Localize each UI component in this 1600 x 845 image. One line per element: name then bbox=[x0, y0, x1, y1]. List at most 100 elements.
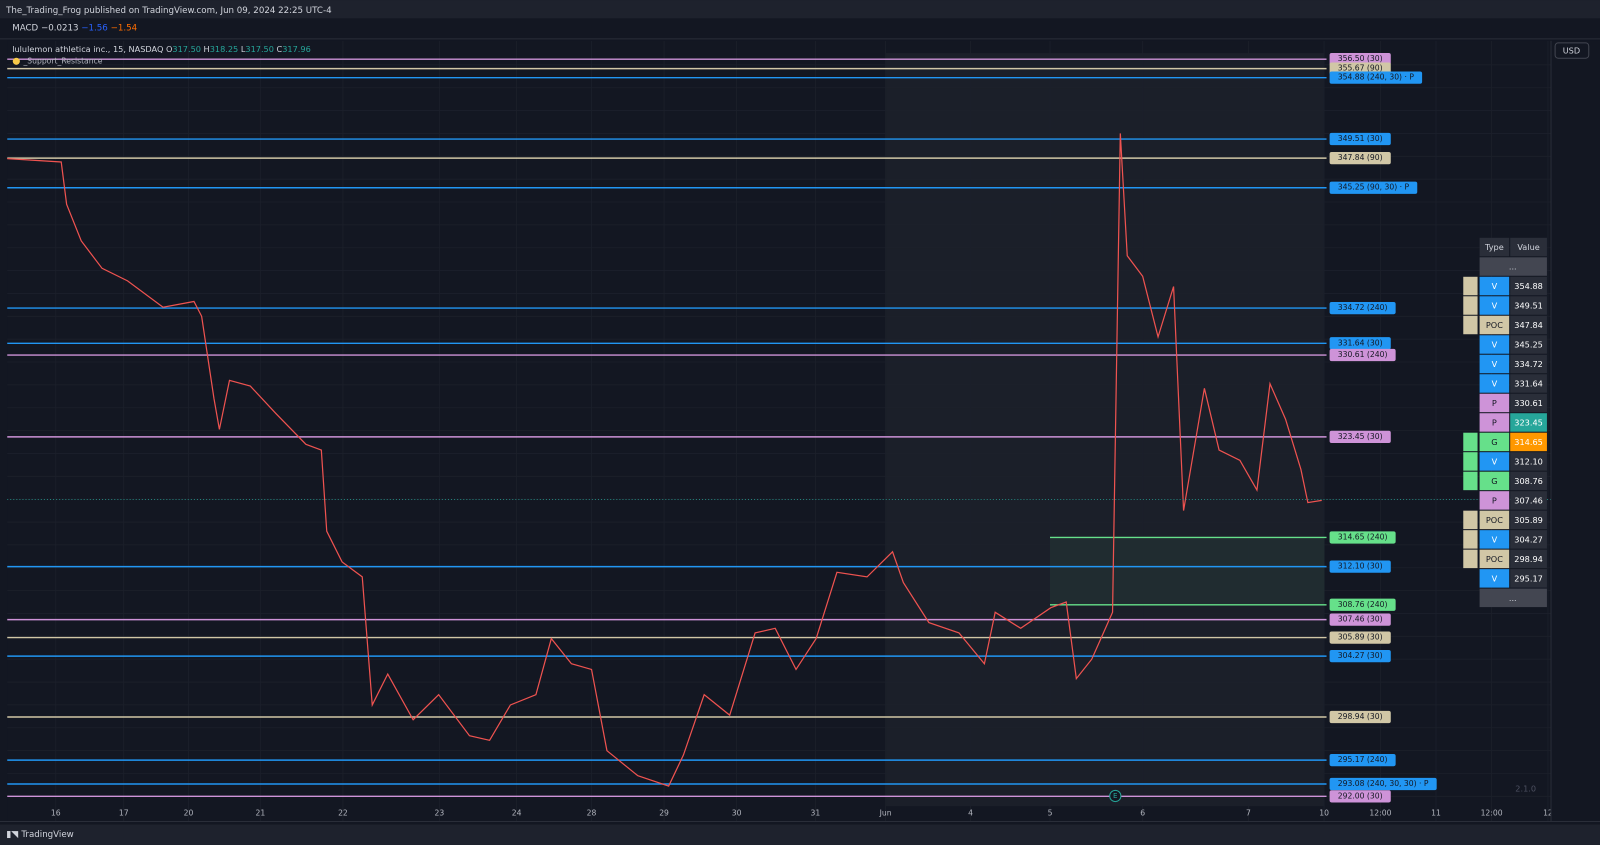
x-tick-label: 4 bbox=[968, 808, 973, 817]
table-ellipsis: ... bbox=[1509, 593, 1517, 603]
plot bbox=[7, 40, 1552, 822]
level-label: 314.65 (240) bbox=[1338, 532, 1388, 541]
table-value-cell bbox=[1510, 491, 1547, 510]
level-label-box bbox=[1329, 301, 1396, 315]
table-type-cell bbox=[1479, 374, 1510, 393]
x-tick-label: 12:00 bbox=[1481, 808, 1503, 817]
table-value: 349.51 bbox=[1514, 301, 1543, 311]
table-type: V bbox=[1492, 281, 1498, 291]
table-ellipsis: ... bbox=[1509, 262, 1517, 272]
ohlc-l-label: L bbox=[241, 44, 246, 54]
x-tick-label: 11 bbox=[1431, 808, 1441, 817]
table-value: 323.45 bbox=[1514, 417, 1543, 427]
table-value-cell bbox=[1510, 432, 1547, 452]
table-type-cell bbox=[1479, 393, 1510, 413]
table-type: P bbox=[1492, 495, 1497, 505]
level-label: 356.50 (30) bbox=[1338, 54, 1383, 63]
table-type-cell bbox=[1479, 510, 1510, 530]
table-value-cell bbox=[1510, 335, 1547, 354]
currency-button[interactable] bbox=[1554, 42, 1590, 59]
x-tick-label: 6 bbox=[1140, 808, 1145, 817]
level-label-box bbox=[1329, 53, 1391, 66]
table-value: 331.64 bbox=[1514, 378, 1543, 388]
x-tick-label: 31 bbox=[810, 808, 820, 817]
footer-logo: ▮◥ bbox=[6, 829, 19, 840]
table-type-cell bbox=[1479, 432, 1510, 452]
level-label: 330.61 (240) bbox=[1338, 350, 1388, 359]
table-type-cell bbox=[1479, 296, 1510, 315]
level-label: 295.17 (240) bbox=[1338, 755, 1388, 764]
table-value-cell bbox=[1510, 315, 1547, 335]
table-value: 308.76 bbox=[1514, 476, 1543, 486]
footer-brand: TradingView bbox=[20, 830, 73, 840]
table-type-cell bbox=[1479, 315, 1510, 335]
ohlc-c-label: C bbox=[277, 44, 283, 54]
level-label-box bbox=[1329, 181, 1418, 194]
level-label: 298.94 (30) bbox=[1338, 712, 1383, 721]
table-type: V bbox=[1492, 534, 1498, 544]
table-value-cell bbox=[1510, 296, 1547, 315]
overlay: 292.00294.00296.00298.00300.00302.00304.… bbox=[51, 53, 1587, 817]
table-type: V bbox=[1492, 359, 1498, 369]
level-label-box bbox=[1329, 560, 1391, 573]
level-label-box bbox=[1329, 777, 1437, 791]
table-swatch bbox=[1463, 432, 1478, 452]
table-type: V bbox=[1492, 378, 1498, 388]
table-value-cell bbox=[1510, 530, 1547, 549]
table-type: V bbox=[1492, 340, 1498, 350]
ohlc-o-label: O bbox=[166, 44, 172, 54]
header-bar bbox=[0, 0, 1600, 19]
table-value-cell bbox=[1510, 276, 1547, 296]
table-type: G bbox=[1491, 476, 1497, 486]
table-value-cell bbox=[1510, 569, 1547, 588]
x-tick-label: 21 bbox=[255, 808, 265, 817]
level-label: 354.88 (240, 30) · P bbox=[1338, 73, 1415, 82]
price-line bbox=[7, 133, 1322, 787]
table-value-cell bbox=[1510, 393, 1547, 413]
table-value-cell bbox=[1510, 510, 1547, 530]
level-label-box bbox=[1329, 649, 1391, 663]
table-value: 345.25 bbox=[1514, 340, 1543, 350]
publisher: The_Trading_Frog published on TradingVie… bbox=[5, 6, 332, 16]
indicator-icon bbox=[12, 57, 20, 65]
table-swatch bbox=[1463, 452, 1478, 471]
table-swatch bbox=[1463, 296, 1478, 315]
table-type: V bbox=[1492, 456, 1498, 466]
table-value: 330.61 bbox=[1514, 398, 1543, 408]
level-label: 355.67 (90) bbox=[1338, 64, 1383, 73]
indicator-name: _Support_Resistance bbox=[22, 56, 102, 65]
x-tick-label: 12 bbox=[1543, 808, 1553, 817]
table-type-cell bbox=[1479, 276, 1510, 296]
table-value: 307.46 bbox=[1514, 495, 1543, 505]
plot-area bbox=[7, 40, 1552, 822]
x-tick-label: Jun bbox=[879, 808, 892, 817]
macd-pane bbox=[0, 18, 1600, 39]
table-value: 304.27 bbox=[1514, 534, 1543, 544]
level-label: 349.51 (30) bbox=[1338, 134, 1383, 143]
table-type-cell bbox=[1479, 549, 1510, 569]
level-label: 334.72 (240) bbox=[1338, 303, 1388, 312]
macd-signal: −1.56 bbox=[81, 23, 108, 33]
level-label: 292.00 (30) bbox=[1338, 791, 1383, 800]
table-type-cell bbox=[1479, 354, 1510, 374]
earnings-label[interactable]: E bbox=[1113, 791, 1118, 800]
table-type-cell bbox=[1479, 569, 1510, 588]
table-type: POC bbox=[1486, 554, 1503, 564]
volume-profile-zone bbox=[886, 53, 1325, 806]
level-label-box bbox=[1329, 430, 1391, 444]
earnings-marker[interactable] bbox=[1109, 789, 1122, 803]
table-header-cell bbox=[1479, 237, 1510, 257]
table-value: 314.65 bbox=[1514, 437, 1543, 447]
ohlc-l: 317.50 bbox=[245, 44, 274, 54]
table-type: P bbox=[1492, 398, 1497, 408]
table-value: 305.89 bbox=[1514, 515, 1543, 525]
currency[interactable]: USD bbox=[1563, 46, 1580, 56]
symbol-legend: lululemon athletica inc., 15, NASDAQ O31… bbox=[12, 44, 311, 54]
footer-bar bbox=[0, 824, 1600, 845]
table-value: 312.10 bbox=[1514, 456, 1543, 466]
table-value-cell bbox=[1510, 413, 1547, 432]
ohlc-c: 317.96 bbox=[282, 44, 311, 54]
level-label: 293.08 (240, 30, 30) · P bbox=[1338, 779, 1429, 788]
table-type: V bbox=[1492, 573, 1498, 583]
